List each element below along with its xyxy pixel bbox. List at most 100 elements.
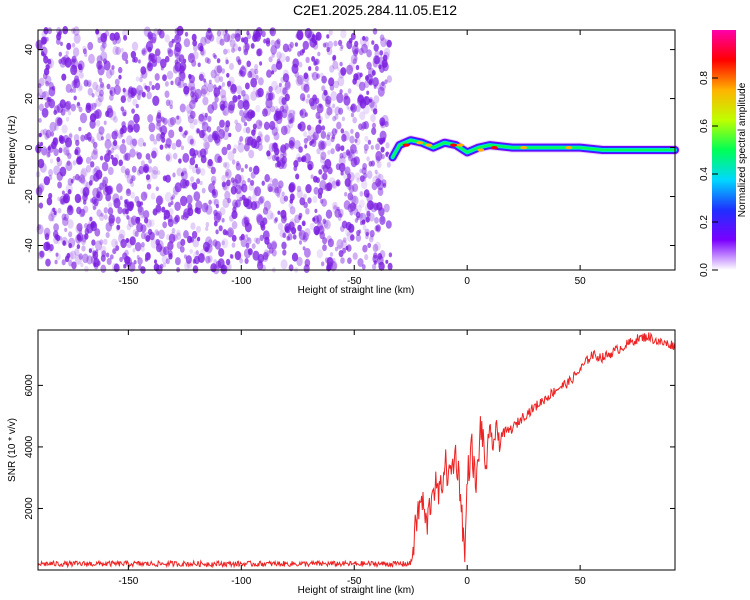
spectrogram-noise-blob: [73, 33, 81, 44]
spectrogram-noise-blob: [126, 174, 134, 185]
spectrogram-noise-blob: [105, 69, 113, 79]
spectrogram-noise-blob: [374, 169, 378, 174]
spectrogram-noise-blob: [370, 160, 375, 167]
spectrogram-noise-blob: [91, 196, 97, 205]
spectrogram-noise-blob: [117, 206, 123, 215]
spectrogram-noise-blob: [358, 212, 363, 219]
spectrogram-noise-blob: [354, 172, 361, 181]
spectrogram-noise-blob: [170, 196, 174, 201]
spectrogram-noise-blob: [316, 147, 321, 155]
spectrogram-noise-blob: [71, 27, 76, 34]
spectrogram-noise-blob: [180, 238, 186, 246]
spectrogram-noise-blob: [262, 230, 270, 241]
spectrogram-noise-blob: [138, 201, 142, 207]
spectrogram-noise-blob: [73, 95, 77, 101]
spectrogram-noise-blob: [182, 153, 190, 163]
spectrogram-noise-blob: [356, 230, 361, 236]
spectrogram-noise-blob: [298, 230, 306, 241]
spectrogram-noise-blob: [373, 55, 380, 65]
spectrogram-noise-blob: [341, 133, 347, 142]
spectrogram-noise-blob: [185, 104, 193, 114]
spectrogram-noise-blob: [155, 205, 162, 214]
spectrogram-noise-blob: [114, 78, 120, 86]
spectrogram-noise-blob: [205, 255, 211, 264]
spectrogram-noise-blob: [92, 141, 98, 149]
spectrogram-noise-blob: [355, 104, 361, 113]
spectrogram-noise-blob: [377, 173, 384, 183]
spectrogram-noise-blob: [144, 217, 149, 224]
spectrogram-noise-blob: [173, 46, 181, 57]
spectrogram-noise-blob: [265, 40, 271, 47]
spectrogram-noise-blob: [322, 237, 328, 245]
spectrogram-x-tick-label: -150: [118, 276, 138, 287]
spectrogram-noise-blob: [180, 172, 184, 177]
spectrogram-noise-blob: [76, 102, 81, 109]
spectrogram-noise-blob: [374, 50, 380, 58]
spectrogram-noise-blob: [144, 85, 148, 90]
spectrogram-noise-blob: [304, 258, 311, 267]
spectrogram-noise-blob: [248, 149, 255, 159]
spectrogram-noise-blob: [229, 253, 233, 259]
spectrogram-noise-blob: [319, 156, 325, 164]
spectrogram-noise-blob: [365, 75, 369, 81]
spectrogram-noise-blob: [71, 42, 76, 48]
snr-y-tick-label: 6000: [24, 374, 35, 397]
spectrogram-noise-blob: [191, 230, 198, 239]
spectrogram-noise-blob: [248, 166, 253, 172]
spectrogram-noise-blob: [242, 98, 249, 108]
spectrogram-noise-blob: [362, 163, 367, 170]
spectrogram-noise-blob: [162, 74, 167, 82]
spectrogram-noise-blob: [122, 87, 126, 93]
spectrogram-noise-blob: [222, 229, 228, 236]
spectrogram-noise-blob: [221, 146, 228, 156]
spectrogram-noise-blob: [190, 91, 195, 98]
spectrogram-noise-blob: [125, 135, 133, 146]
spectrogram-x-tick-label: 0: [464, 276, 470, 287]
spectrogram-noise-blob: [289, 198, 294, 204]
spectrogram-noise-blob: [350, 144, 357, 154]
spectrogram-noise-blob: [272, 178, 279, 188]
spectrogram-noise-blob: [282, 87, 288, 95]
spectrogram-noise-blob: [53, 210, 57, 216]
spectrogram-noise-blob: [176, 57, 181, 64]
spectrogram-noise-blob: [171, 194, 175, 200]
spectrogram-noise-blob: [66, 205, 74, 216]
spectrogram-noise-blob: [39, 162, 47, 173]
spectrogram-noise-blob: [383, 203, 390, 213]
spectrogram-noise-blob: [212, 198, 217, 205]
spectrogram-noise-blob: [299, 109, 304, 116]
spectrogram-noise-blob: [224, 161, 230, 170]
spectrogram-noise-blob: [185, 130, 189, 135]
spectrogram-noise-blob: [70, 179, 74, 184]
spectrogram-noise-blob: [189, 121, 195, 130]
spectrogram-noise-blob: [243, 121, 248, 127]
spectrogram-noise-blob: [235, 184, 242, 195]
spectrogram-noise-blob: [320, 130, 327, 139]
spectrogram-noise-blob: [67, 219, 74, 229]
spectrogram-noise-blob: [151, 147, 159, 158]
spectrogram-noise-blob: [359, 72, 363, 78]
spectrogram-y-tick-label: 40: [24, 44, 35, 56]
spectrogram-noise-blob: [265, 98, 273, 109]
spectrogram-noise-blob: [372, 243, 379, 253]
spectrogram-noise-blob: [76, 244, 81, 250]
spectrogram-noise-blob: [210, 166, 216, 175]
spectrogram-noise-blob: [386, 75, 392, 83]
spectrogram-hotspot: [477, 148, 485, 152]
spectrogram-noise-blob: [196, 225, 201, 233]
spectrogram-noise-blob: [371, 127, 377, 135]
spectrogram-noise-blob: [262, 108, 268, 117]
spectrogram-noise-blob: [194, 255, 200, 265]
spectrogram-noise-blob: [143, 165, 149, 173]
spectrogram-noise-blob: [235, 199, 241, 208]
spectrogram-noise-blob: [71, 64, 77, 73]
spectrogram-noise-blob: [45, 80, 50, 87]
spectrogram-noise-blob: [356, 204, 362, 213]
spectrogram-noise-blob: [315, 111, 321, 119]
spectrogram-noise-blob: [109, 90, 113, 95]
spectrogram-noise-blob: [196, 128, 200, 134]
spectrogram-noise-blob: [38, 132, 42, 138]
spectrogram-hotspot: [425, 143, 433, 147]
spectrogram-noise-blob: [184, 31, 189, 37]
spectrogram-noise-blob: [188, 80, 196, 91]
